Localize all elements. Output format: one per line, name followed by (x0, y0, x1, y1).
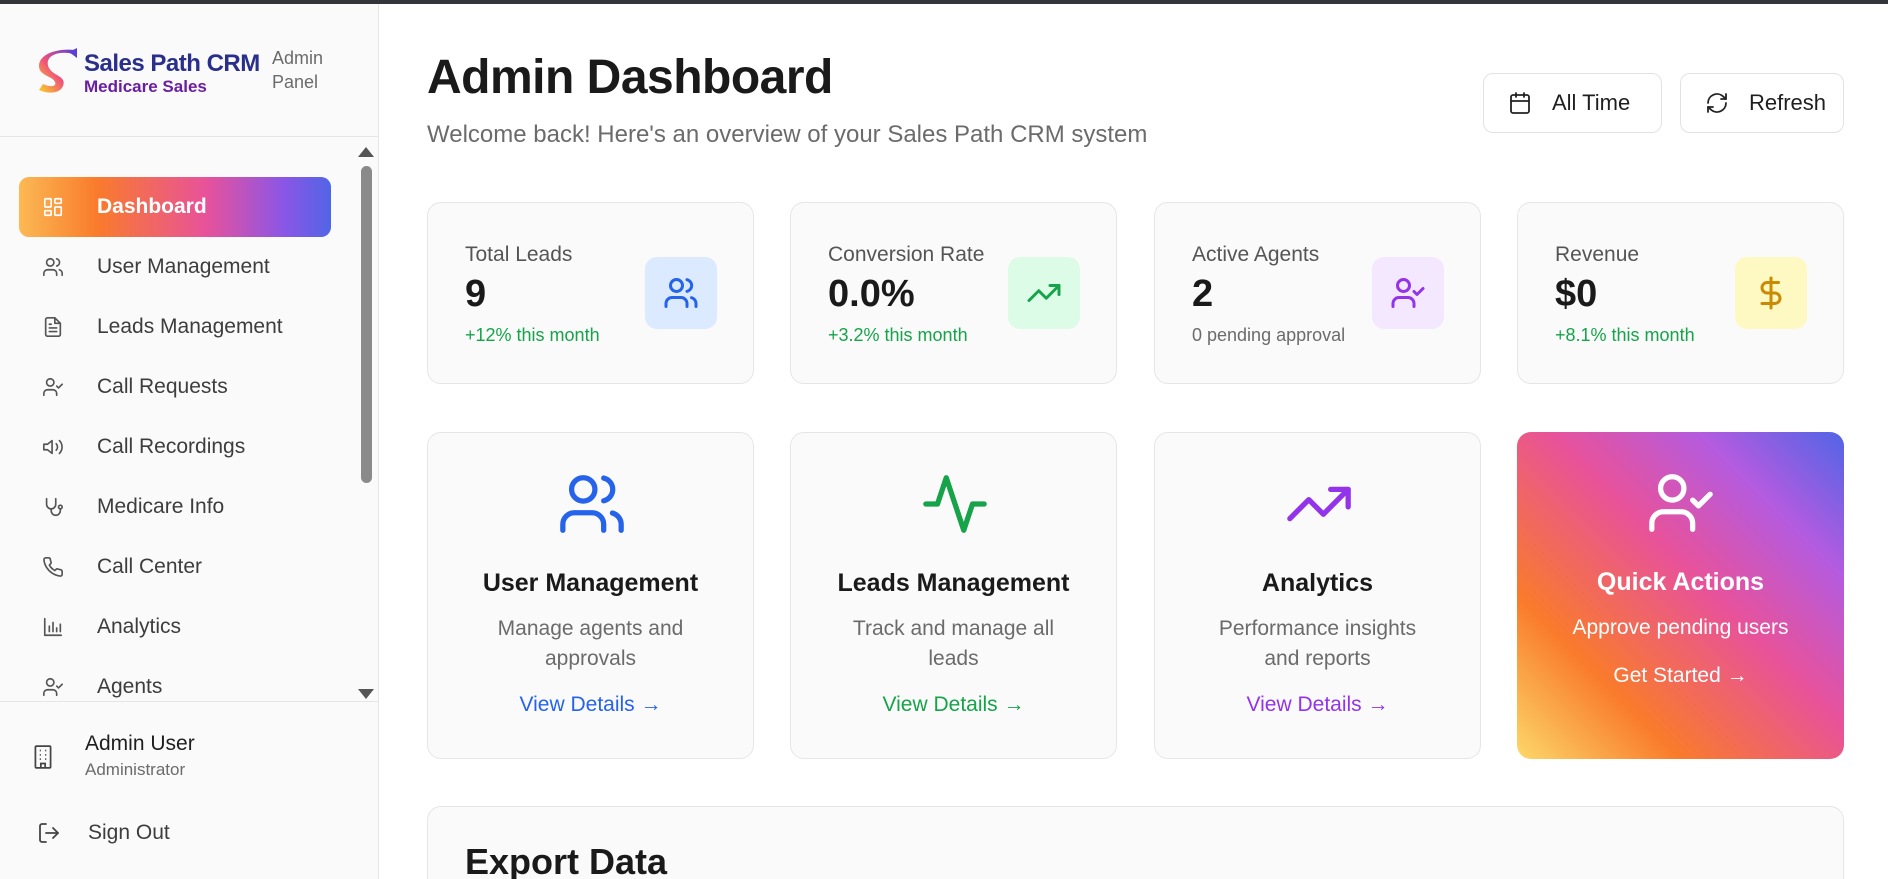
sidebar-item-label: Medicare Info (97, 495, 225, 518)
bar-chart-icon (41, 615, 65, 639)
sidebar-item-call-recordings[interactable]: Call Recordings (19, 417, 331, 477)
stat-card-revenue: Revenue $0 +8.1% this month (1517, 202, 1844, 384)
refresh-label: Refresh (1749, 90, 1827, 115)
card-title: Leads Management (837, 569, 1070, 597)
card-leads-management[interactable]: Leads Management Track and manage all le… (790, 432, 1117, 759)
sidebar-item-label: Dashboard (97, 195, 207, 218)
panel-label: Admin Panel (272, 48, 324, 92)
stat-value: 2 (1192, 273, 1214, 315)
brand-name: Sales Path CRM (84, 50, 260, 77)
sidebar: Sales Path CRM Medicare Sales Admin Pane… (0, 4, 379, 879)
stat-card-total-leads: Total Leads 9 +12% this month (427, 202, 754, 384)
brand-header: Sales Path CRM Medicare Sales Admin Pane… (0, 4, 378, 137)
stat-label: Total Leads (465, 243, 573, 266)
trending-up-icon (1284, 469, 1354, 539)
stat-note: +3.2% this month (828, 325, 968, 345)
calendar-icon (1510, 92, 1530, 114)
sidebar-item-label: Leads Management (97, 315, 283, 338)
log-out-icon (39, 823, 59, 843)
phone-icon (41, 555, 65, 579)
sidebar-item-agents[interactable]: Agents (19, 657, 331, 701)
trending-up-icon (1008, 257, 1080, 329)
building-icon (30, 744, 56, 770)
card-description: Manage agents and approvals (497, 617, 684, 670)
stat-value: 0.0% (828, 273, 915, 315)
logo-icon (39, 48, 77, 93)
scrollbar-thumb[interactable] (361, 166, 372, 483)
stat-value: $0 (1555, 273, 1598, 315)
sidebar-item-label: User Management (97, 255, 270, 278)
refresh-button[interactable]: Refresh (1680, 73, 1844, 133)
users-icon (41, 255, 65, 279)
card-user-management[interactable]: User Management Manage agents and approv… (427, 432, 754, 759)
speaker-icon (41, 435, 65, 459)
card-quick-actions[interactable]: Quick Actions Approve pending users Get … (1517, 432, 1844, 759)
card-analytics[interactable]: Analytics Performance insights and repor… (1154, 432, 1481, 759)
refresh-icon (1707, 93, 1727, 113)
user-check-icon (1372, 257, 1444, 329)
user-role: Administrator (85, 760, 186, 779)
sidebar-item-label: Call Requests (97, 375, 228, 398)
sidebar-item-label: Agents (97, 675, 163, 698)
users-icon (645, 257, 717, 329)
scroll-up-arrow[interactable] (358, 147, 374, 157)
stat-note: +12% this month (465, 325, 600, 345)
sidebar-item-leads-management[interactable]: Leads Management (19, 297, 331, 357)
card-description: Track and manage all leads (852, 617, 1055, 670)
stat-note: +8.1% this month (1555, 325, 1695, 345)
stat-card-active-agents: Active Agents 2 0 pending approval (1154, 202, 1481, 384)
sign-out-button[interactable]: Sign Out (20, 808, 340, 858)
view-details-link[interactable]: View Details → (882, 693, 1025, 716)
card-title: User Management (482, 569, 699, 597)
sidebar-item-call-center[interactable]: Call Center (19, 537, 331, 597)
sign-out-label: Sign Out (88, 821, 170, 844)
card-title: Analytics (1261, 569, 1374, 597)
user-profile: Admin User Administrator Sign Out (0, 701, 378, 879)
card-description: Approve pending users (1572, 616, 1789, 639)
dashboard-grid-icon (41, 195, 65, 219)
user-check-icon (41, 375, 65, 399)
brand-subtitle: Medicare Sales (84, 77, 207, 96)
stat-value: 9 (465, 273, 487, 315)
card-title: Quick Actions (1596, 568, 1765, 596)
view-details-link[interactable]: View Details → (1246, 693, 1389, 716)
view-details-link[interactable]: View Details → (519, 693, 662, 716)
stethoscope-icon (41, 495, 65, 519)
user-check-icon (1646, 468, 1716, 538)
sidebar-item-medicare-info[interactable]: Medicare Info (19, 477, 331, 537)
user-name: Admin User (85, 732, 195, 755)
stat-label: Revenue (1555, 243, 1640, 266)
section-title: Export Data (465, 841, 668, 879)
page-title: Admin Dashboard (427, 51, 833, 104)
users-icon (557, 469, 627, 539)
sidebar-item-call-requests[interactable]: Call Requests (19, 357, 331, 417)
sidebar-item-analytics[interactable]: Analytics (19, 597, 331, 657)
sidebar-item-label: Call Recordings (97, 435, 246, 458)
sidebar-item-user-management[interactable]: User Management (19, 237, 331, 297)
export-data-section: Export Data (427, 806, 1844, 879)
scroll-down-arrow[interactable] (358, 689, 374, 699)
stat-label: Conversion Rate (828, 243, 985, 266)
stat-card-conversion-rate: Conversion Rate 0.0% +3.2% this month (790, 202, 1117, 384)
user-check-icon (41, 675, 65, 699)
sidebar-nav: Dashboard User Management Leads Manageme… (0, 138, 356, 701)
get-started-link[interactable]: Get Started → (1613, 664, 1748, 687)
top-border (0, 0, 1888, 4)
document-icon (41, 315, 65, 339)
stat-label: Active Agents (1192, 243, 1320, 266)
time-filter-label: All Time (1552, 90, 1631, 115)
stat-note: 0 pending approval (1192, 325, 1346, 345)
dollar-icon (1735, 257, 1807, 329)
sidebar-item-dashboard[interactable]: Dashboard (19, 177, 331, 237)
card-description: Performance insights and reports (1218, 617, 1417, 670)
sidebar-item-label: Call Center (97, 555, 203, 578)
page-subtitle: Welcome back! Here's an overview of your… (427, 121, 1148, 148)
sidebar-item-label: Analytics (97, 615, 182, 638)
activity-icon (920, 469, 990, 539)
time-filter-button[interactable]: All Time (1483, 73, 1662, 133)
